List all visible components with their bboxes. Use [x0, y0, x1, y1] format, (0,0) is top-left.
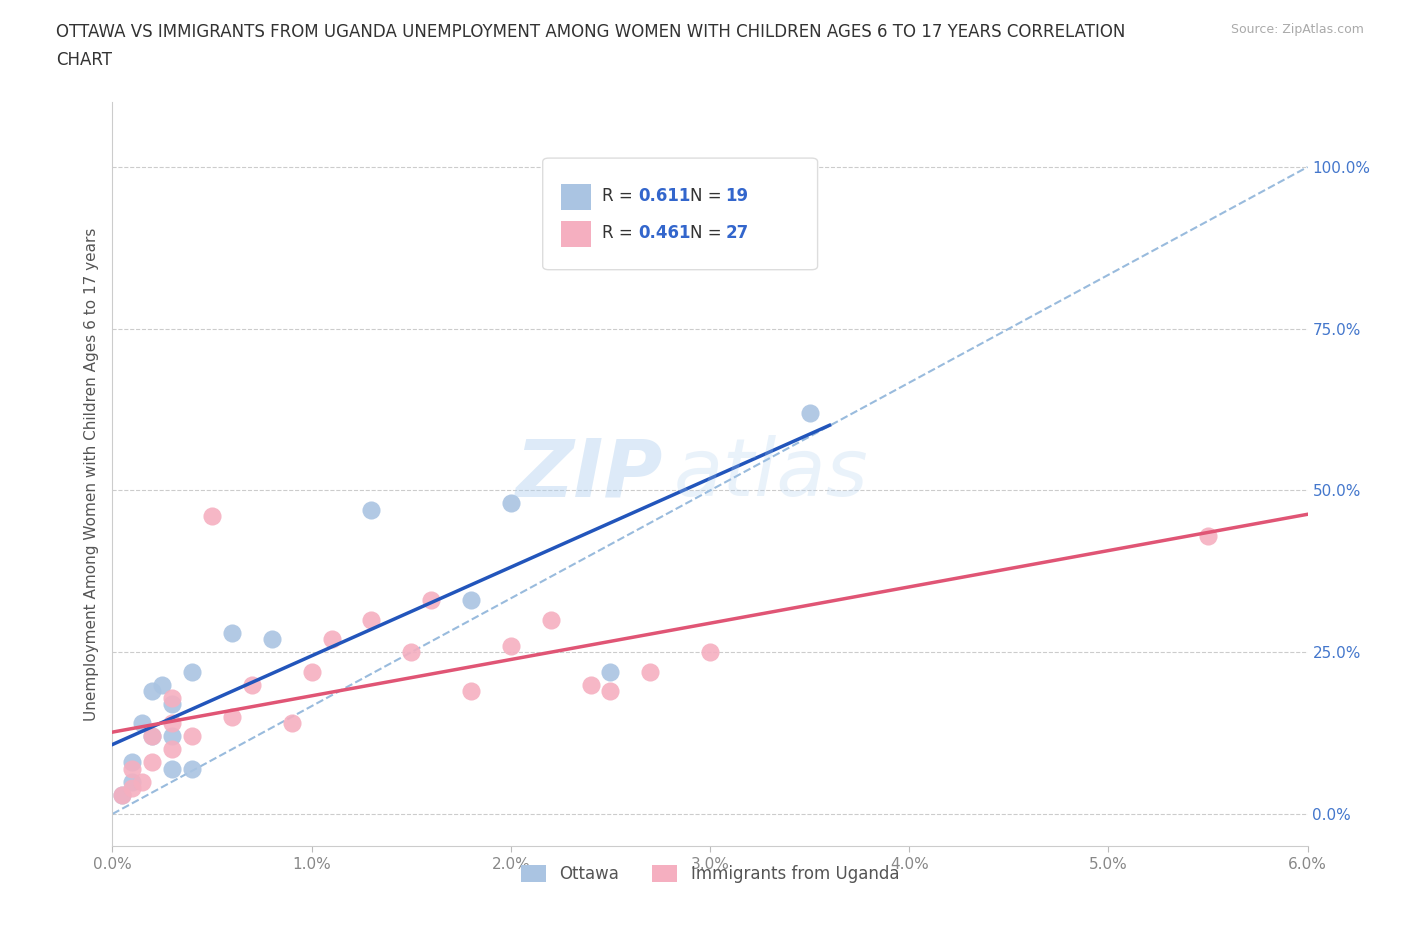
Point	[460, 684, 482, 698]
Point	[141, 684, 163, 698]
Text: 0.461: 0.461	[638, 224, 690, 242]
Point	[599, 664, 621, 679]
Text: 19: 19	[725, 187, 748, 205]
Point	[499, 496, 522, 511]
Point	[162, 697, 183, 711]
Point	[162, 729, 183, 744]
Text: N =: N =	[690, 187, 727, 205]
Point	[401, 644, 423, 659]
Point	[141, 755, 163, 770]
Point	[599, 684, 621, 698]
Legend: Ottawa, Immigrants from Uganda: Ottawa, Immigrants from Uganda	[515, 858, 905, 890]
Point	[240, 677, 263, 692]
Point	[121, 762, 143, 777]
Point	[221, 625, 243, 640]
Point	[321, 631, 343, 646]
Point	[131, 716, 153, 731]
Text: Source: ZipAtlas.com: Source: ZipAtlas.com	[1230, 23, 1364, 36]
Point	[141, 729, 163, 744]
Point	[150, 677, 173, 692]
Point	[181, 729, 204, 744]
Point	[121, 755, 143, 770]
Text: 0.611: 0.611	[638, 187, 690, 205]
Point	[162, 762, 183, 777]
Point	[162, 690, 183, 705]
Point	[260, 631, 283, 646]
FancyBboxPatch shape	[543, 158, 818, 270]
Point	[141, 729, 163, 744]
Point	[201, 509, 224, 524]
Text: N =: N =	[690, 224, 727, 242]
Point	[111, 787, 134, 802]
Text: R =: R =	[603, 187, 638, 205]
Text: atlas: atlas	[675, 435, 869, 513]
Point	[221, 710, 243, 724]
Text: OTTAWA VS IMMIGRANTS FROM UGANDA UNEMPLOYMENT AMONG WOMEN WITH CHILDREN AGES 6 T: OTTAWA VS IMMIGRANTS FROM UGANDA UNEMPLO…	[56, 23, 1126, 41]
Text: R =: R =	[603, 224, 638, 242]
Bar	[561, 221, 591, 247]
Text: ZIP: ZIP	[515, 435, 662, 513]
Point	[281, 716, 304, 731]
Point	[121, 774, 143, 789]
Point	[121, 780, 143, 795]
Point	[181, 762, 204, 777]
Y-axis label: Unemployment Among Women with Children Ages 6 to 17 years: Unemployment Among Women with Children A…	[83, 228, 98, 721]
Point	[799, 405, 821, 420]
Point	[640, 664, 662, 679]
Point	[360, 502, 382, 517]
Point	[181, 664, 204, 679]
Point	[162, 716, 183, 731]
Point	[699, 644, 721, 659]
Point	[301, 664, 323, 679]
Point	[1197, 528, 1219, 543]
Point	[499, 638, 522, 653]
Point	[540, 613, 562, 628]
Point	[420, 593, 443, 608]
Point	[111, 787, 134, 802]
Point	[131, 774, 153, 789]
Text: 27: 27	[725, 224, 749, 242]
Text: CHART: CHART	[56, 51, 112, 69]
Point	[460, 593, 482, 608]
Point	[579, 677, 602, 692]
Point	[162, 742, 183, 757]
Bar	[561, 184, 591, 210]
Point	[360, 613, 382, 628]
